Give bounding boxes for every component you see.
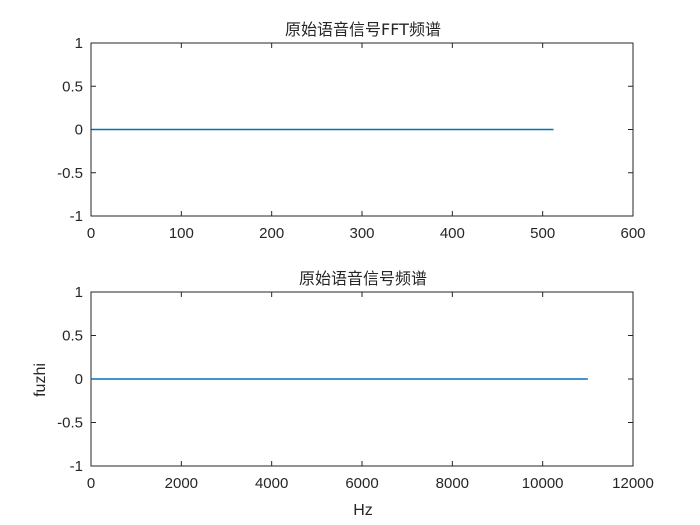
x-tick-label: 8000 bbox=[436, 475, 469, 492]
y-tick-label: 1 bbox=[75, 284, 83, 301]
y-tick-label: 0 bbox=[75, 371, 83, 388]
chart-title: 原始语音信号频谱 bbox=[299, 269, 427, 288]
x-axis-label: Hz bbox=[353, 502, 373, 519]
x-tick-label: 6000 bbox=[345, 475, 378, 492]
y-tick-label: 0.5 bbox=[62, 78, 83, 95]
frequency-spectrum-chart: 原始语音信号频谱 Hz fuzhi 0 2000 4000 6000 8000 10000… bbox=[32, 269, 654, 519]
y-tick-label: 0.5 bbox=[62, 328, 83, 345]
x-tick-label: 10000 bbox=[522, 475, 564, 492]
x-tick-label: 0 bbox=[87, 225, 95, 242]
x-tick-label: 200 bbox=[259, 225, 284, 242]
x-tick-label: 4000 bbox=[255, 475, 288, 492]
x-tick-label: 300 bbox=[349, 225, 374, 242]
chart-title: 原始语音信号FFT频谱 bbox=[285, 20, 441, 39]
y-tick-label: 0 bbox=[75, 122, 83, 139]
y-tick-label: 1 bbox=[75, 35, 83, 52]
x-tick-label: 12000 bbox=[612, 475, 654, 492]
y-tick-label: -0.5 bbox=[57, 415, 83, 432]
y-tick-label: -0.5 bbox=[57, 165, 83, 182]
x-tick-label: 2000 bbox=[165, 475, 198, 492]
y-tick-label: -1 bbox=[70, 458, 83, 475]
y-axis-label: fuzhi bbox=[32, 363, 49, 397]
x-tick-label: 600 bbox=[620, 225, 645, 242]
y-tick-label: -1 bbox=[70, 208, 83, 225]
x-tick-label: 100 bbox=[169, 225, 194, 242]
x-tick-label: 400 bbox=[440, 225, 465, 242]
x-tick-label: 500 bbox=[530, 225, 555, 242]
x-tick-label: 0 bbox=[87, 475, 95, 492]
fft-spectrum-chart: 原始语音信号FFT频谱 0 100 200 300 400 500 600 -1 -0.5 0 0.… bbox=[57, 20, 645, 242]
